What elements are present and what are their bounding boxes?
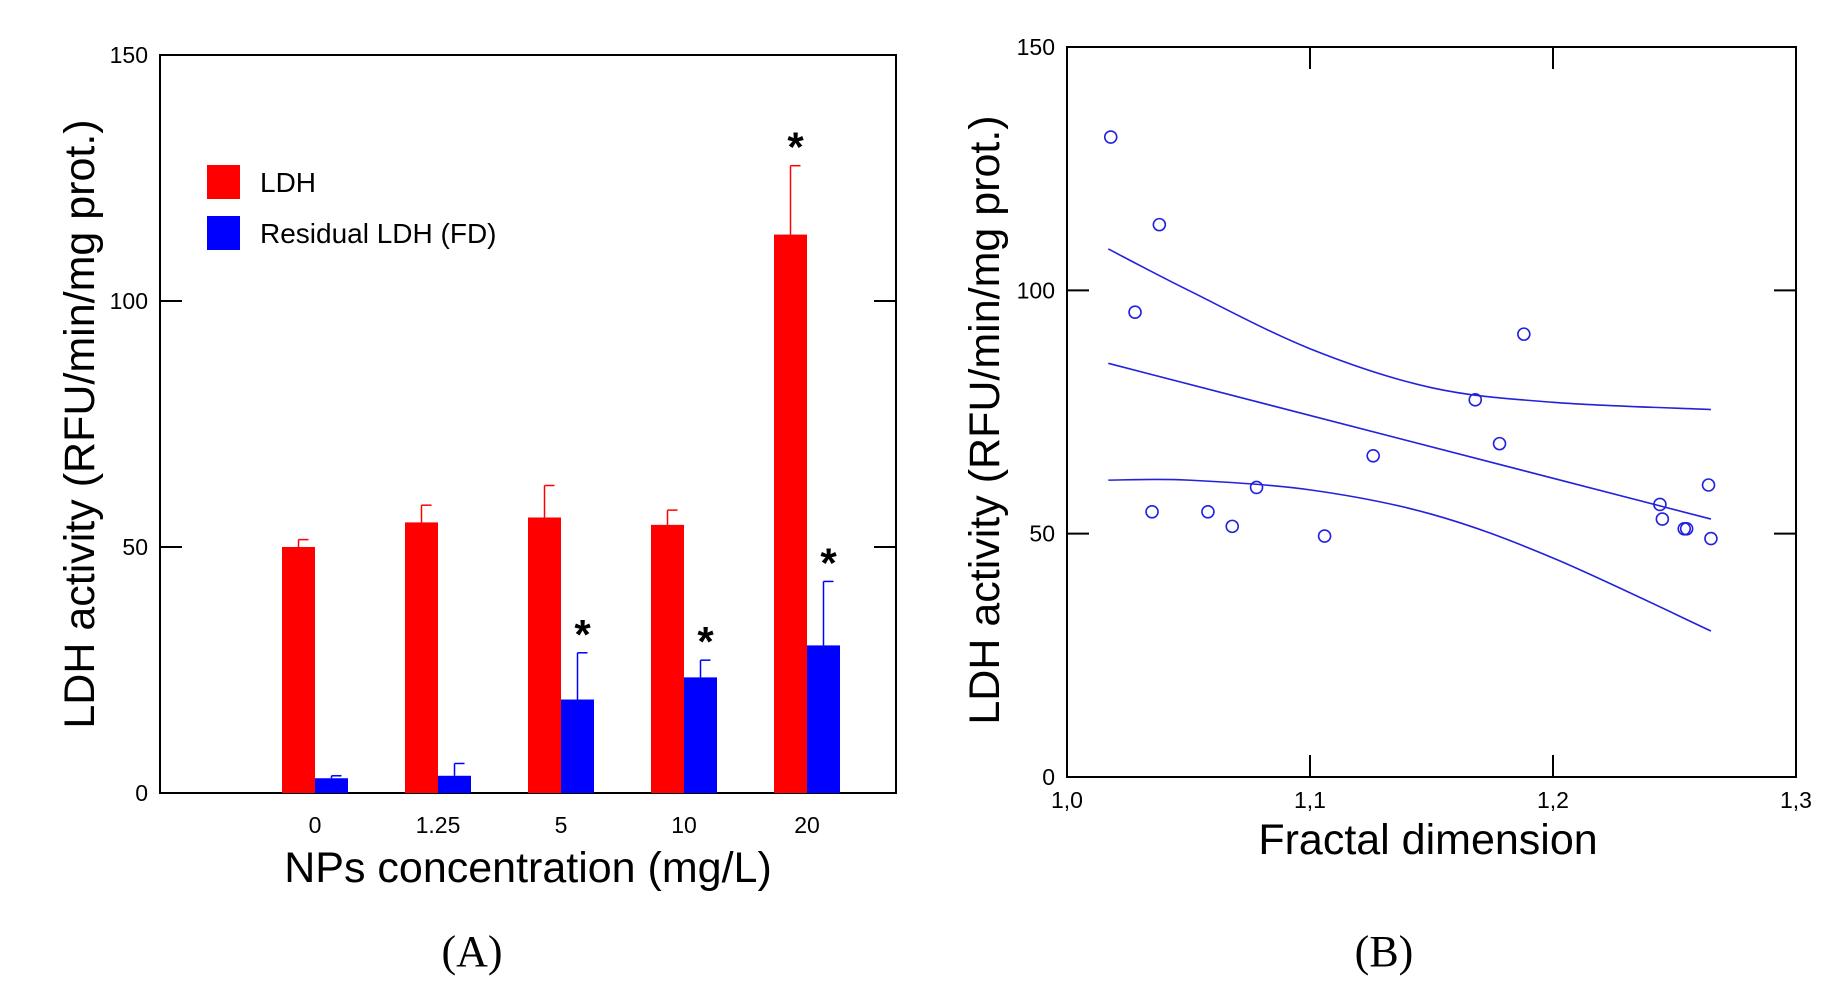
panel-b-data-point [1317, 529, 1332, 543]
panel-b-upper-confidence-curve [1107, 248, 1711, 411]
panel-b-data-point [1679, 521, 1694, 536]
panel-b-y-tick-label: 150 [1017, 34, 1055, 60]
panel-a-x-tick-label: 0 [309, 812, 322, 838]
panel-a-y-axis-title: LDH activity (RFU/min/mg prot.) [56, 119, 104, 728]
panel-b-x-tick-label: 1,3 [1780, 787, 1812, 813]
panel-b-fit-lines [1107, 248, 1712, 632]
panel-a-y-tick-label: 0 [135, 780, 148, 806]
panel-b-data-point [1103, 130, 1118, 144]
panel-b-data-point [1701, 478, 1716, 492]
panel-b-data-point [1653, 497, 1667, 512]
panel-b-data-point [1249, 480, 1264, 495]
panel-a-x-tick-label: 10 [671, 812, 697, 838]
panel-b-y-tick-label: 50 [1029, 521, 1055, 547]
panel-b-plot-frame [1066, 46, 1797, 778]
panel-a-bar [561, 699, 594, 793]
panel-b-x-tick-label: 1,1 [1294, 787, 1326, 813]
panel-a-bar [438, 775, 471, 793]
panel-b-lower-confidence-curve [1108, 478, 1712, 632]
panel-b-data-point [1225, 519, 1240, 534]
panel-a-bar [651, 524, 684, 793]
panel-b-data-point [1145, 504, 1159, 519]
panel-a-bar-chart: 0 50 100 150 * * * * 0 1.25 5 10 20 LDH Residual LD… [56, 42, 897, 976]
panel-a-bar [807, 645, 840, 793]
panel-a-label: (A) [441, 927, 502, 976]
panel-b-y-tick-label: 0 [1042, 764, 1055, 790]
panel-a-y-tick-label: 150 [110, 42, 148, 68]
panel-b-data-point [1201, 504, 1215, 519]
panel-b-x-tick-label: 1,0 [1051, 787, 1083, 813]
panel-a-x-tick-label: 1.25 [416, 812, 461, 838]
panel-a-bar [282, 547, 315, 793]
panel-a-bar [774, 234, 807, 793]
panel-b-data-point [1655, 512, 1670, 526]
panel-b-label: (B) [1355, 927, 1414, 976]
panel-b-data-point [1517, 327, 1531, 341]
panel-b-data-point [1366, 448, 1380, 463]
panel-b-ticks: 0 50 100 150 1,0 1,1 1,2 1,3 [1017, 34, 1812, 813]
panel-b-x-tick-label: 1,2 [1537, 787, 1569, 813]
panel-a-bar [405, 522, 438, 793]
panel-a-y-tick-label: 50 [122, 534, 148, 560]
panel-a-legend-label: LDH [260, 167, 316, 198]
panel-a-y-ticks: 0 50 100 150 [110, 42, 896, 806]
panel-a-legend-label: Residual LDH (FD) [260, 218, 497, 249]
panel-b-y-axis-title: LDH activity (RFU/min/mg prot.) [961, 115, 1009, 724]
panel-a-x-tick-labels: 0 1.25 5 10 20 [309, 812, 820, 838]
panel-b-x-axis-title: Fractal dimension [1258, 816, 1597, 864]
panel-b-data-point [1704, 531, 1718, 546]
panel-a-bar [315, 778, 348, 793]
panel-a-bars: * * * * [282, 124, 840, 793]
panel-a-legend-swatch [207, 216, 240, 250]
panel-a-x-tick-label: 20 [794, 812, 820, 838]
panel-b-data-point [1492, 436, 1507, 451]
panel-a-significance-marker: * [574, 611, 591, 658]
panel-b-data-point [1152, 217, 1167, 232]
panel-b-regression-line [1108, 362, 1712, 520]
panel-b-data-point [1468, 393, 1483, 407]
panel-b-points [1103, 130, 1718, 546]
panel-a-x-axis-title: NPs concentration (mg/L) [284, 844, 772, 892]
panel-a-significance-marker: * [787, 124, 804, 171]
panel-a-legend-swatch [207, 165, 240, 199]
panel-a-bar [684, 677, 717, 793]
panel-a-significance-marker: * [697, 618, 714, 665]
panel-a-y-tick-label: 100 [110, 288, 148, 314]
panel-a-bar [528, 517, 561, 793]
panel-b-data-point [1128, 305, 1142, 320]
panel-a-significance-marker: * [820, 539, 837, 586]
panel-a-legend: LDH Residual LDH (FD) [207, 165, 497, 250]
panel-b-y-tick-label: 100 [1017, 277, 1055, 303]
panel-a-x-tick-label: 5 [555, 812, 568, 838]
